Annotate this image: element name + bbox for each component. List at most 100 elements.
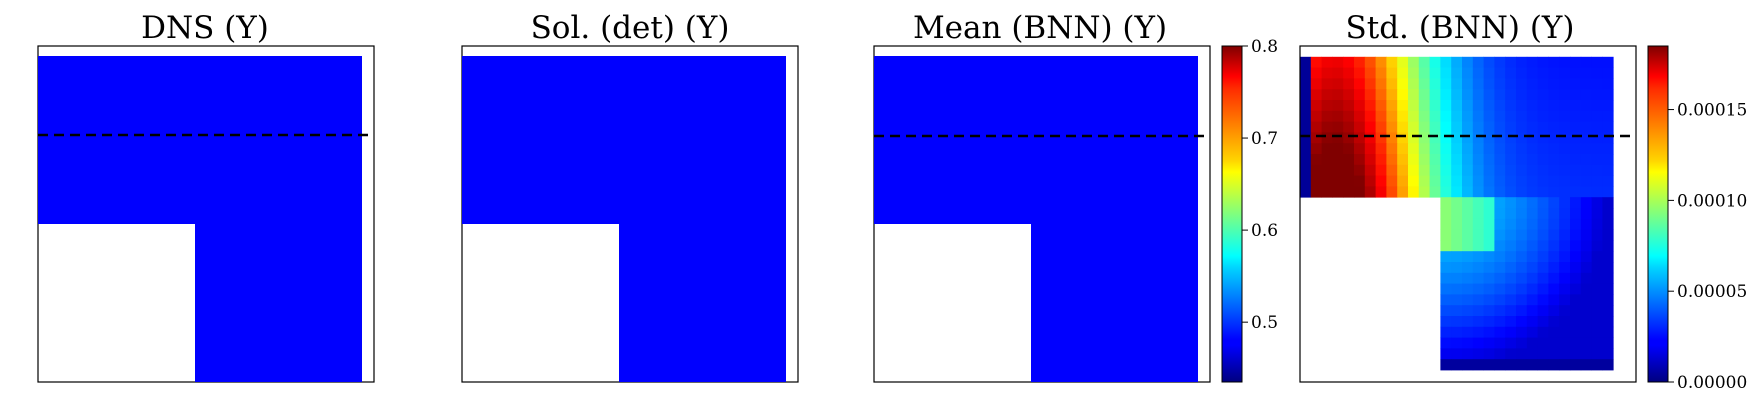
heatmap-cell <box>1343 56 1355 68</box>
heatmap-cell <box>1462 175 1474 187</box>
heatmap-cell <box>1472 294 1484 306</box>
heatmap-cell <box>1375 186 1387 198</box>
heatmap-cell <box>1462 143 1474 155</box>
heatmap-cell <box>1440 67 1452 79</box>
heatmap-cell <box>1516 316 1528 328</box>
heatmap-cell <box>1418 154 1430 166</box>
heatmap-cell <box>1451 283 1463 295</box>
heatmap-cell <box>1483 218 1495 230</box>
heatmap-cell <box>1364 143 1376 155</box>
heatmap-cell <box>1440 89 1452 101</box>
heatmap-cell <box>1580 262 1592 274</box>
heatmap-cell <box>1483 316 1495 328</box>
heatmap-cell <box>1570 305 1582 317</box>
heatmap-cell <box>1483 164 1495 176</box>
heatmap-cell <box>1516 175 1528 187</box>
heatmap-cell <box>1310 143 1322 155</box>
heatmap-cell <box>1505 78 1517 90</box>
heatmap-cell <box>1483 251 1495 263</box>
heatmap-cell <box>1310 175 1322 187</box>
heatmap-cell <box>1332 89 1344 101</box>
heatmap-cell <box>1516 348 1528 360</box>
heatmap-cell <box>1429 143 1441 155</box>
heatmap-cell <box>1332 175 1344 187</box>
heatmap-cell <box>1418 100 1430 112</box>
heatmap-cell <box>1483 132 1495 144</box>
heatmap-cell <box>1354 110 1366 122</box>
heatmap-cell <box>1516 218 1528 230</box>
heatmap-cell <box>1505 229 1517 241</box>
heatmap-cell <box>1451 186 1463 198</box>
heatmap-cell <box>1602 110 1614 122</box>
heatmap-cell <box>1591 175 1603 187</box>
heatmap-cell <box>1440 175 1452 187</box>
heatmap-cell <box>1548 262 1560 274</box>
heatmap-cell <box>1516 359 1528 371</box>
heatmap-cell <box>1451 121 1463 133</box>
heatmap-cell <box>1321 89 1333 101</box>
heatmap-cell <box>1418 121 1430 133</box>
heatmap-cell <box>1332 110 1344 122</box>
heatmap-cell <box>1494 56 1506 68</box>
heatmap-cell <box>1354 132 1366 144</box>
heatmap-cell <box>1451 262 1463 274</box>
heatmap-cell <box>1451 208 1463 220</box>
heatmap-cell <box>1440 186 1452 198</box>
heatmap-cell <box>1559 197 1571 209</box>
heatmap-cell <box>1494 272 1506 284</box>
heatmap-cell <box>1440 110 1452 122</box>
heatmap-cell <box>1332 154 1344 166</box>
heatmap-cell <box>1570 359 1582 371</box>
heatmap-cell <box>1580 78 1592 90</box>
heatmap-cell <box>1559 316 1571 328</box>
heatmap-cell <box>1451 326 1463 338</box>
heatmap-cell <box>1526 272 1538 284</box>
heatmap-cell <box>1418 78 1430 90</box>
heatmap-cell <box>1483 359 1495 371</box>
heatmap-cell <box>1591 208 1603 220</box>
heatmap-cell <box>1591 89 1603 101</box>
heatmap-cell <box>1580 89 1592 101</box>
heatmap-cell <box>1602 56 1614 68</box>
heatmap-cell <box>1354 56 1366 68</box>
field-right <box>195 224 362 382</box>
heatmap-cell <box>1559 186 1571 198</box>
heatmap-cell <box>1310 67 1322 79</box>
heatmap-cell <box>1321 78 1333 90</box>
heatmap-cell <box>1548 175 1560 187</box>
heatmap-cell <box>1343 89 1355 101</box>
heatmap-cell <box>1526 110 1538 122</box>
heatmap-cell <box>1343 67 1355 79</box>
heatmap-cell <box>1483 175 1495 187</box>
heatmap-cell <box>1516 67 1528 79</box>
heatmap-cell <box>1591 143 1603 155</box>
heatmap-cell <box>1462 132 1474 144</box>
heatmap-cell <box>1483 186 1495 198</box>
heatmap-cell <box>1300 164 1312 176</box>
heatmap-cell <box>1516 283 1528 295</box>
heatmap-cell <box>1462 197 1474 209</box>
heatmap-cell <box>1472 132 1484 144</box>
heatmap-cell <box>1483 262 1495 274</box>
heatmap-cell <box>1526 283 1538 295</box>
heatmap-cell <box>1386 154 1398 166</box>
heatmap-cell <box>1580 326 1592 338</box>
heatmap-cell <box>1332 78 1344 90</box>
heatmap-cell <box>1483 294 1495 306</box>
heatmap-cell <box>1364 186 1376 198</box>
heatmap-cell <box>1386 89 1398 101</box>
heatmap-cell <box>1451 154 1463 166</box>
heatmap-cell <box>1580 359 1592 371</box>
heatmap-cell <box>1602 78 1614 90</box>
heatmap-cell <box>1483 272 1495 284</box>
heatmap-cell <box>1386 78 1398 90</box>
heatmap-cell <box>1418 110 1430 122</box>
heatmap-cell <box>1397 56 1409 68</box>
panel-mean-bnn: Mean (BNN) (Y) <box>873 10 1211 383</box>
heatmap-cell <box>1494 78 1506 90</box>
heatmap-cell <box>1570 132 1582 144</box>
heatmap-cell <box>1462 164 1474 176</box>
heatmap-cell <box>1472 272 1484 284</box>
heatmap-cell <box>1483 143 1495 155</box>
heatmap-cell <box>1602 326 1614 338</box>
